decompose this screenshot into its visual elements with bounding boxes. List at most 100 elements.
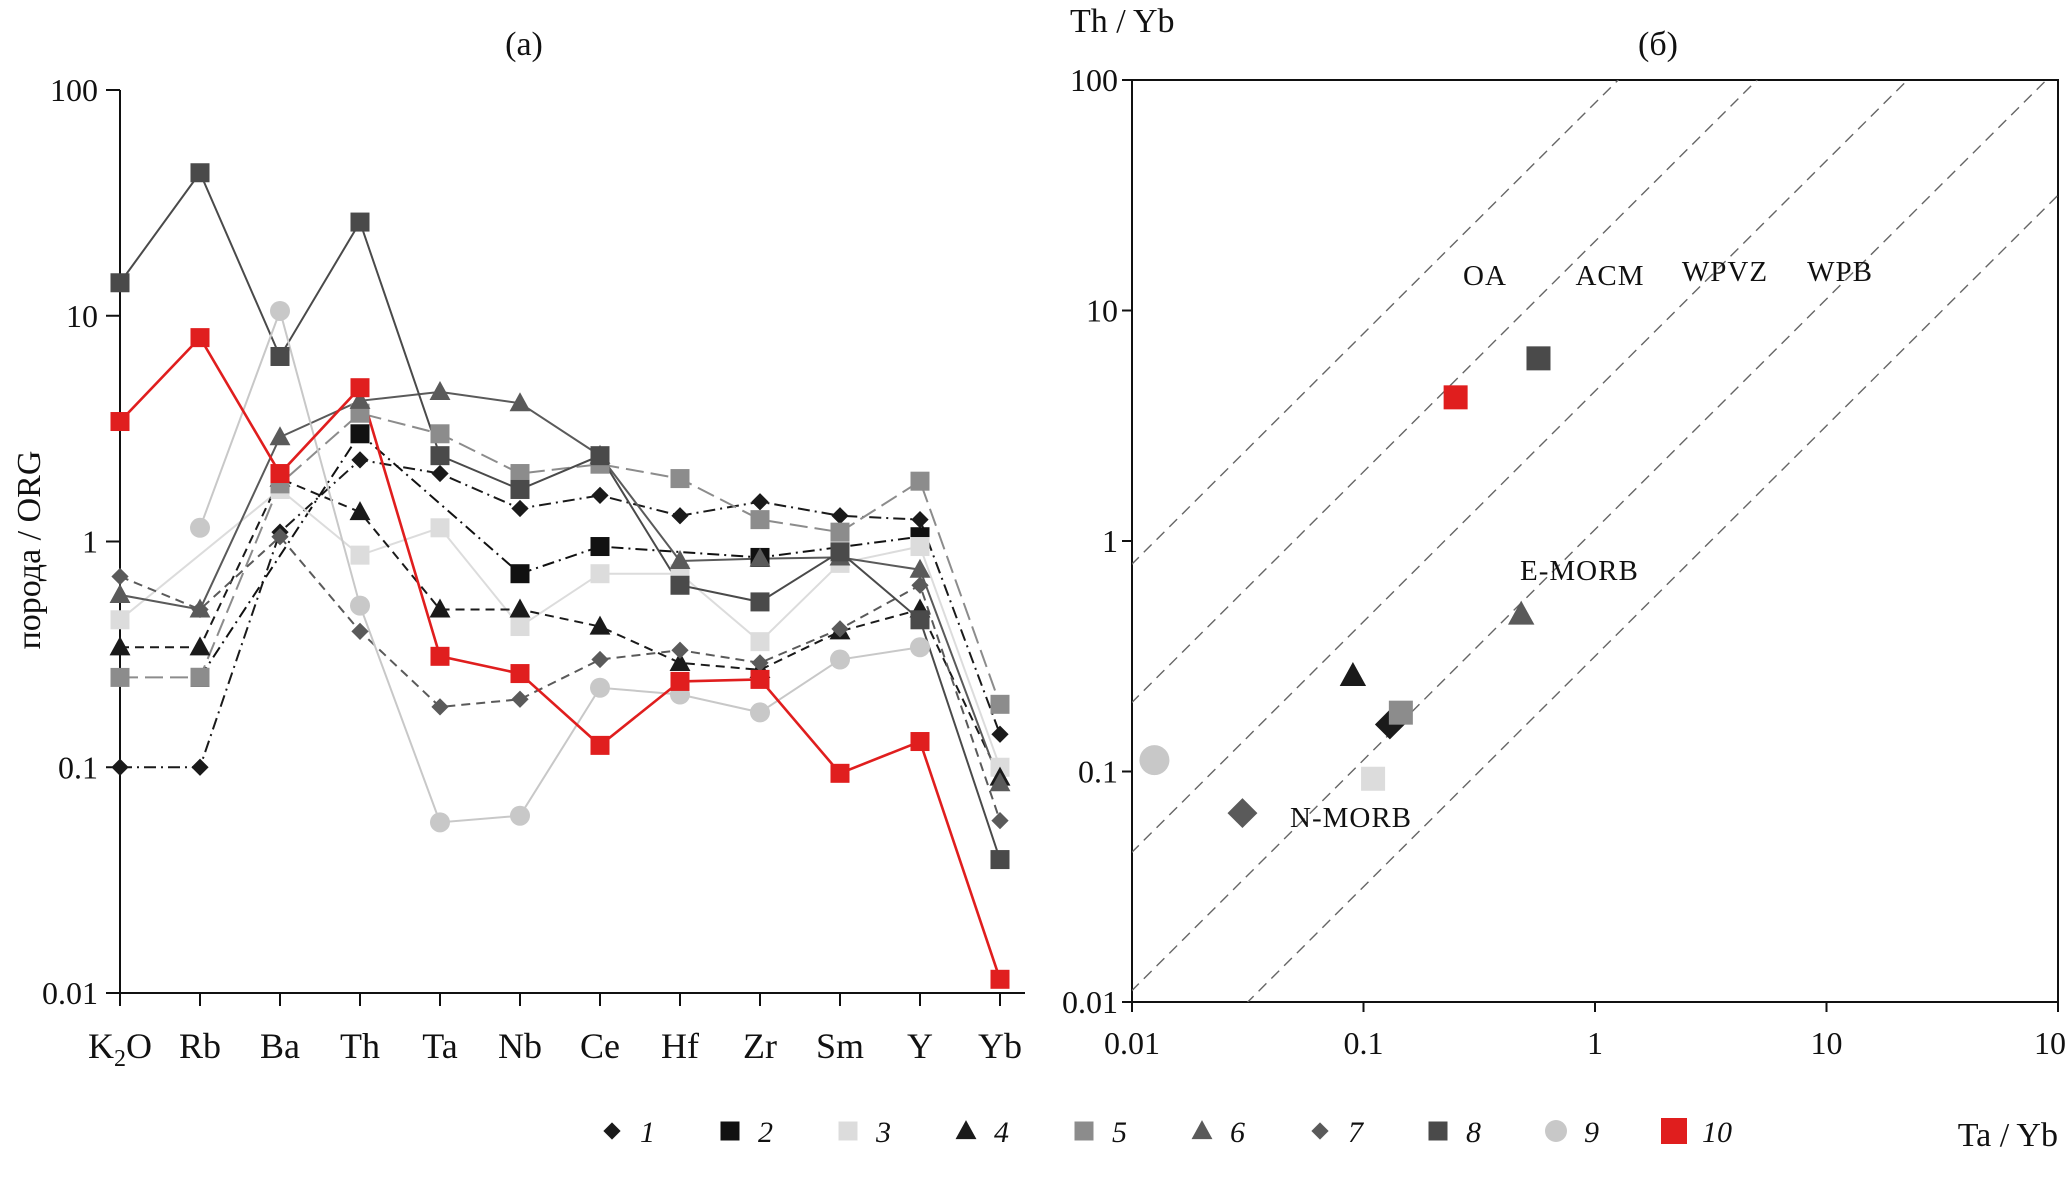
series-7-point xyxy=(831,620,849,638)
series-9-point xyxy=(910,637,930,658)
series-3-point xyxy=(910,537,930,557)
x-tick-label: Zr xyxy=(743,1026,777,1066)
panel-a-series-points xyxy=(109,163,1011,989)
panel-b-y-ticks: 0.01 0.1 1 10 100 xyxy=(1062,62,1132,1020)
series-5-point xyxy=(750,510,770,530)
series-10-point xyxy=(990,969,1010,989)
series-7-point xyxy=(751,654,769,672)
series-5-point xyxy=(510,464,530,484)
point-series-6 xyxy=(1508,600,1535,625)
panel-b-frame xyxy=(1131,79,2059,1003)
series-1-line xyxy=(120,458,1001,769)
legend-marker-10 xyxy=(1661,1118,1687,1144)
point-series-10 xyxy=(1443,385,1468,410)
series-4-point xyxy=(589,615,611,635)
legend: 1 2 3 4 5 6 7 8 9 10 xyxy=(603,1116,1732,1149)
legend-marker-8 xyxy=(1428,1121,1448,1141)
series-10-point xyxy=(190,328,210,348)
series-10-point xyxy=(910,732,930,752)
legend-label: 2 xyxy=(758,1116,773,1149)
x-tick-label: Y xyxy=(907,1026,933,1066)
series-2-point xyxy=(350,424,370,444)
series-1-point xyxy=(431,464,449,483)
series-3-point xyxy=(430,518,450,538)
legend-marker-1 xyxy=(603,1122,621,1140)
series-9-point xyxy=(830,649,850,670)
x-tick-label: Rb xyxy=(179,1026,221,1066)
x-tick-label: Sm xyxy=(816,1026,864,1066)
series-2-line xyxy=(199,432,921,678)
x-tick-label: 0.01 xyxy=(1104,1025,1160,1061)
series-5-point xyxy=(190,667,210,687)
point-series-4 xyxy=(1339,662,1367,687)
series-4-point xyxy=(509,598,531,618)
legend-label: 7 xyxy=(1348,1116,1365,1149)
point-series-8 xyxy=(1526,346,1551,371)
series-1-point xyxy=(991,725,1009,743)
x-tick-label: 10 xyxy=(1811,1025,1843,1061)
series-3-point xyxy=(510,617,530,637)
y-tick-label: 10 xyxy=(66,298,98,334)
series-10-point xyxy=(830,763,850,783)
legend-label: 8 xyxy=(1466,1116,1481,1149)
series-5-point xyxy=(670,469,690,489)
legend-label: 10 xyxy=(1702,1116,1732,1149)
field-label: WPVZ xyxy=(1682,256,1768,288)
legend-label: 9 xyxy=(1584,1116,1599,1149)
legend-label: 1 xyxy=(640,1116,655,1149)
x-tick-label: Hf xyxy=(661,1026,699,1066)
series-9-line xyxy=(199,307,921,824)
series-8-point xyxy=(830,542,850,562)
series-6-point xyxy=(669,550,691,570)
series-10-line xyxy=(119,335,1002,980)
point-series-9 xyxy=(1139,745,1170,776)
field-label: E-MORB xyxy=(1520,555,1639,587)
series-6-point xyxy=(429,380,451,400)
series-6-line xyxy=(119,390,1001,784)
legend-marker-3 xyxy=(838,1121,858,1141)
series-8-point xyxy=(590,446,610,466)
legend-marker-4 xyxy=(955,1120,977,1140)
series-7-point xyxy=(511,690,529,708)
panel-a: (a) порода / ORG 0.01 0.1 1 10 100 K2O Rb Ba Th… xyxy=(11,26,1025,1072)
series-3-point xyxy=(110,610,130,630)
field-boundary xyxy=(1132,80,1620,566)
series-6-point xyxy=(749,547,771,567)
series-1-point xyxy=(751,493,769,511)
series-10-point xyxy=(350,378,370,398)
y-tick-label: 0.01 xyxy=(1062,984,1118,1020)
x-tick-label: 100 xyxy=(2034,1025,2067,1061)
series-10-point xyxy=(110,412,130,432)
y-tick-label: 100 xyxy=(1070,62,1118,98)
series-8-point xyxy=(910,610,930,630)
series-1-point xyxy=(831,507,849,525)
series-5-line xyxy=(120,412,1001,705)
panel-b-label: (б) xyxy=(1638,26,1678,63)
series-9-point xyxy=(430,812,450,833)
x-tick-label: Ce xyxy=(580,1026,620,1066)
series-1-point xyxy=(191,758,209,776)
legend-marker-7 xyxy=(1311,1122,1329,1140)
x-tick-label: Yb xyxy=(978,1026,1022,1066)
series-8-point xyxy=(110,273,130,293)
series-9-point xyxy=(510,805,530,826)
y-tick-label: 1 xyxy=(82,524,98,560)
point-series-7 xyxy=(1227,798,1258,829)
series-8-point xyxy=(990,850,1010,870)
series-5-point xyxy=(110,667,130,687)
series-3-line xyxy=(119,488,1001,768)
y-tick-label: 10 xyxy=(1086,293,1118,329)
series-5-point xyxy=(830,522,850,542)
series-7-point xyxy=(351,622,369,640)
legend-marker-2 xyxy=(720,1121,740,1141)
field-boundary xyxy=(1132,80,1909,854)
point-series-5 xyxy=(1388,700,1413,725)
series-10-point xyxy=(590,735,610,755)
y-tick-label: 0.1 xyxy=(58,749,98,785)
series-6-point xyxy=(909,558,931,578)
series-10-point xyxy=(510,664,530,684)
panel-b-xlabel: Ta / Yb xyxy=(1958,1117,2058,1154)
series-10-point xyxy=(750,669,770,689)
